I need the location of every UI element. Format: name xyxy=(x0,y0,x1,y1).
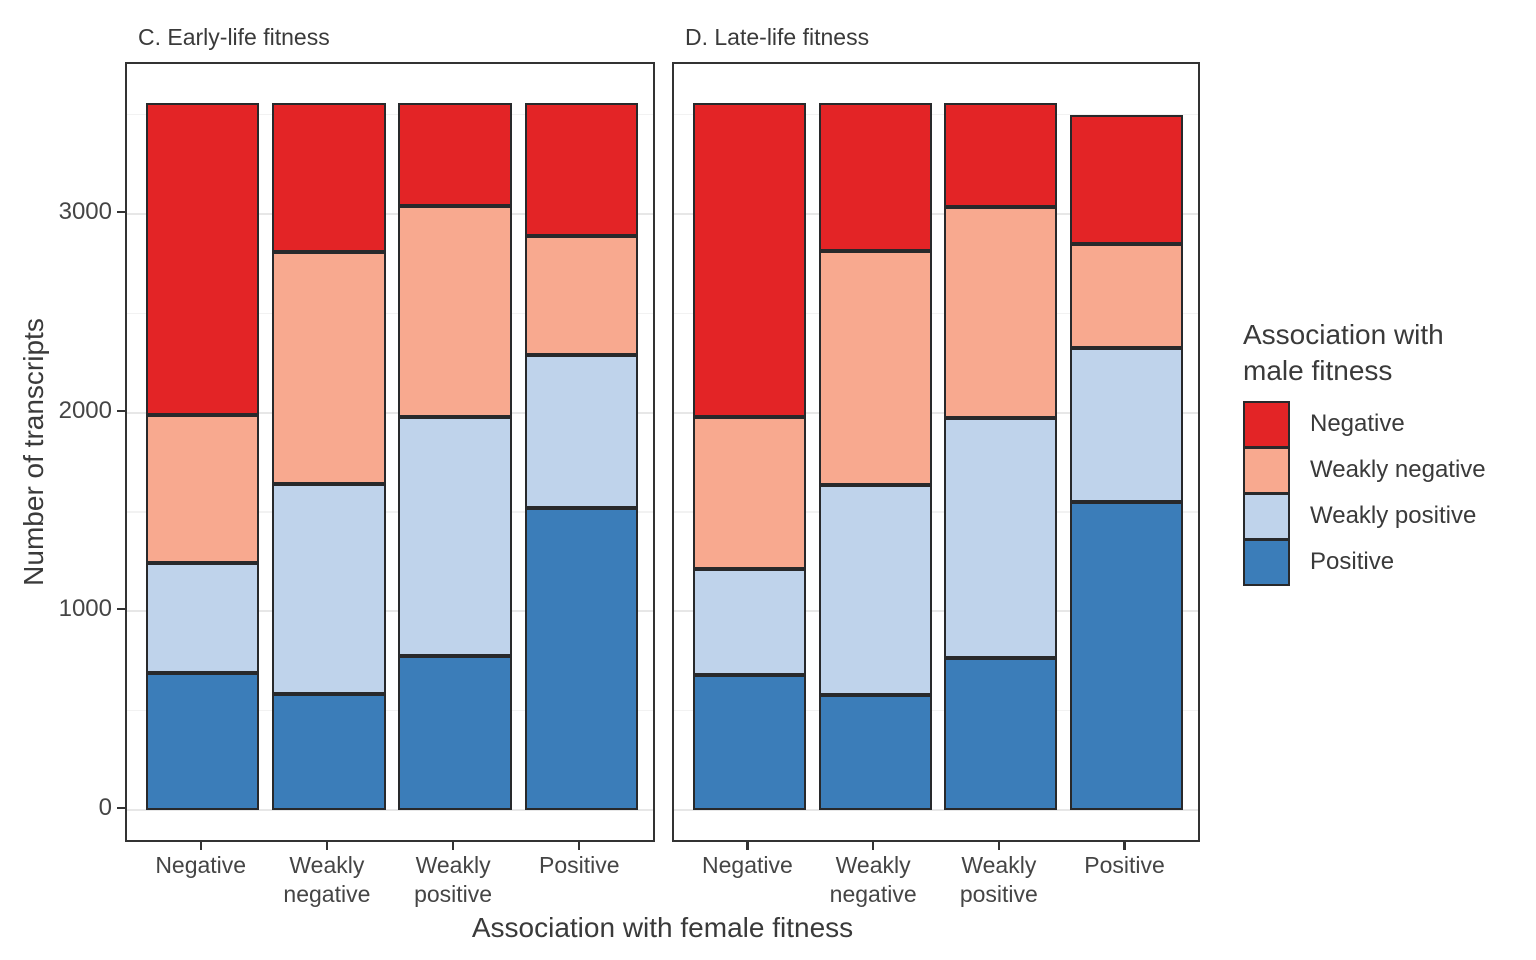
x-tick-label: Weakly positive xyxy=(414,852,493,907)
gridline-major xyxy=(127,411,653,414)
gridline-minor xyxy=(674,511,1198,513)
y-tick-label: 0 xyxy=(98,794,112,821)
y-tick-label: 2000 xyxy=(58,396,112,424)
legend-item-weakly-negative: Weakly negative xyxy=(1243,446,1533,494)
gridline-minor xyxy=(127,511,653,513)
x-tick-mark xyxy=(746,842,749,850)
x-tick-mark xyxy=(997,842,1000,850)
x-tick-mark xyxy=(1123,842,1126,850)
x-tick-label: Negative xyxy=(702,852,793,878)
x-tick-label: Weakly negative xyxy=(283,852,371,907)
x-tick-mark xyxy=(872,842,875,850)
bar-segment-positive xyxy=(524,508,639,810)
gridline-minor xyxy=(127,709,653,712)
y-tick-mark xyxy=(117,409,125,412)
bar-segment-negative xyxy=(818,102,932,251)
panel-title-late-life: D. Late-life fitness xyxy=(685,24,870,50)
bar-segment-negative xyxy=(398,102,512,207)
bar-segment-weakly-positive xyxy=(398,416,512,657)
bar-segment-positive xyxy=(944,658,1058,810)
y-axis-title: Number of transcripts xyxy=(18,318,49,586)
legend-title-line-2: male fitness xyxy=(1243,355,1393,386)
y-tick-mark xyxy=(117,210,125,214)
gridline-major xyxy=(127,809,653,811)
legend-swatch-positive xyxy=(1243,538,1290,586)
bar-segment-weakly-positive xyxy=(944,417,1058,659)
x-axis-title: Association with female fitness xyxy=(471,912,854,943)
bar-segment-weakly-negative xyxy=(692,416,806,569)
bar-segment-weakly-negative xyxy=(944,207,1058,418)
x-tick-mark xyxy=(451,842,455,850)
y-tick-mark xyxy=(117,806,125,810)
bar-segment-weakly-positive xyxy=(272,484,386,694)
bar-segment-positive xyxy=(818,694,932,810)
x-tick-label: Positive xyxy=(539,852,620,878)
gridline-major xyxy=(674,212,1198,215)
plot-area-early-life xyxy=(125,62,655,842)
gridline-major xyxy=(674,610,1198,613)
bar-segment-weakly-negative xyxy=(818,250,932,486)
x-tick-mark xyxy=(578,842,581,850)
gridline-minor xyxy=(674,312,1198,315)
legend-swatch-weakly-positive xyxy=(1243,492,1290,540)
gridline-major xyxy=(674,809,1198,811)
gridline-minor xyxy=(674,709,1198,712)
legend-item-label: Weakly positive xyxy=(1310,502,1477,529)
bar-segment-positive xyxy=(272,693,386,810)
bar-segment-negative xyxy=(1070,114,1184,244)
gridline-minor xyxy=(127,113,653,116)
legend-swatch-negative xyxy=(1243,400,1290,448)
gridline-minor xyxy=(674,113,1198,116)
x-tick-label: Weakly negative xyxy=(829,852,917,907)
gridline-minor xyxy=(127,312,653,315)
bar-segment-positive xyxy=(1070,502,1184,810)
x-tick-label: Negative xyxy=(155,852,247,878)
bar-segment-weakly-positive xyxy=(145,562,260,673)
legend-item-label: Negative xyxy=(1310,410,1405,437)
panel-title-early-life: C. Early-life fitness xyxy=(138,24,330,50)
gridline-major xyxy=(127,212,653,215)
bar-segment-weakly-positive xyxy=(692,568,806,675)
bar-segment-weakly-positive xyxy=(1070,348,1184,503)
bar-segment-negative xyxy=(145,102,260,415)
x-tick-label: Weakly positive xyxy=(959,852,1038,907)
bar-segment-negative xyxy=(272,102,386,252)
bar-segment-weakly-negative xyxy=(145,414,260,563)
gridline-major xyxy=(674,411,1198,414)
bar-segment-weakly-positive xyxy=(818,485,932,695)
y-tick-label: 3000 xyxy=(58,197,112,225)
bar-segment-positive xyxy=(145,672,260,810)
bar-segment-negative xyxy=(524,102,639,236)
y-tick-mark xyxy=(117,608,125,611)
bar-segment-positive xyxy=(692,674,806,810)
bar-segment-negative xyxy=(944,102,1058,208)
bar-segment-positive xyxy=(398,656,512,810)
x-tick-label: Positive xyxy=(1084,852,1165,878)
legend-item-weakly-positive: Weakly positive xyxy=(1243,492,1533,540)
plot-area-late-life xyxy=(672,62,1200,842)
bar-segment-weakly-negative xyxy=(524,235,639,356)
legend: Association with male fitness Negative W… xyxy=(1243,317,1533,586)
bar-segment-weakly-positive xyxy=(524,355,639,508)
legend-item-label: Positive xyxy=(1310,548,1395,575)
legend-item-positive: Positive xyxy=(1243,538,1533,586)
legend-title-line-1: Association with xyxy=(1243,319,1444,350)
legend-swatch-weakly-negative xyxy=(1243,446,1290,494)
bar-segment-weakly-negative xyxy=(272,251,386,485)
legend-title: Association with male fitness xyxy=(1243,317,1533,389)
x-tick-mark xyxy=(325,842,328,850)
y-tick-label: 1000 xyxy=(58,595,112,623)
bar-segment-weakly-negative xyxy=(1070,243,1184,349)
x-tick-mark xyxy=(199,842,202,850)
bar-segment-weakly-negative xyxy=(398,206,512,417)
gridline-major xyxy=(127,610,653,613)
bar-segment-negative xyxy=(692,102,806,417)
legend-item-negative: Negative xyxy=(1243,400,1533,448)
legend-item-label: Weakly negative xyxy=(1310,456,1486,483)
